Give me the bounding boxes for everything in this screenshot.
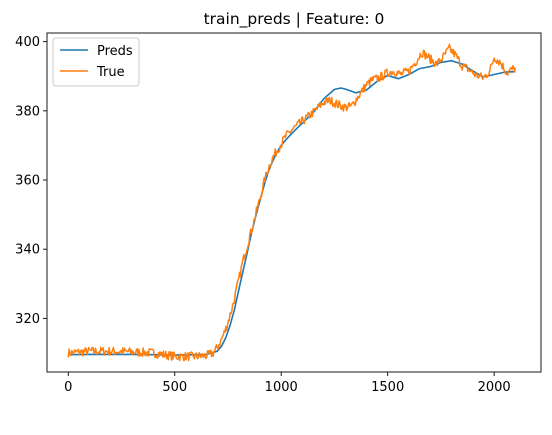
x-tick-label: 1000 <box>265 380 298 395</box>
y-tick-label: 360 <box>15 174 40 189</box>
plot-frame <box>46 32 542 373</box>
x-tick-label: 500 <box>162 380 187 395</box>
series-line-true <box>67 43 517 362</box>
y-axis: 320 340 360 380 400 <box>15 35 47 327</box>
y-tick-label: 380 <box>15 104 40 119</box>
x-tick-label: 2000 <box>478 380 511 395</box>
chart-title: train_preds | Feature: 0 <box>204 10 385 29</box>
legend-label-preds: Preds <box>97 44 133 59</box>
series-line-preds <box>68 59 516 356</box>
legend-label-true: True <box>96 65 125 80</box>
legend: Preds True <box>52 37 140 87</box>
y-tick-label: 400 <box>15 35 40 50</box>
y-tick-label: 320 <box>15 312 40 327</box>
x-axis: 0 500 1000 1500 2000 <box>64 372 511 395</box>
x-tick-label: 1500 <box>371 380 404 395</box>
plot-lines <box>67 43 517 362</box>
y-tick-label: 340 <box>15 243 40 258</box>
x-tick-label: 0 <box>64 380 72 395</box>
